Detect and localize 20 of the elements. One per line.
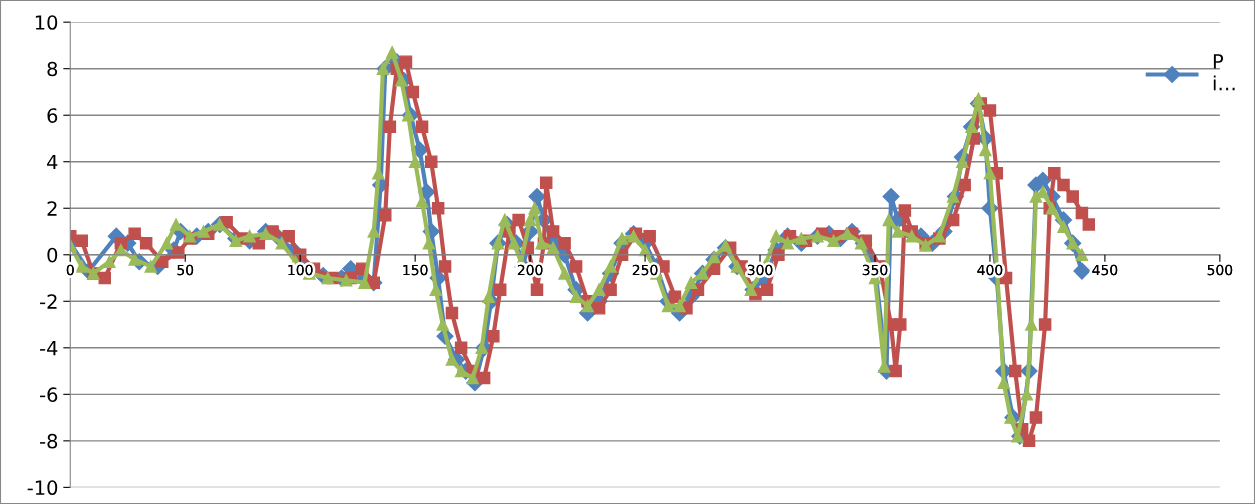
x-tick-label: 100 xyxy=(288,264,313,276)
y-tick-label: -6 xyxy=(40,387,58,402)
y-tick-label: -2 xyxy=(40,294,57,309)
x-tick-label: 0 xyxy=(66,264,74,276)
y-tick-label: 4 xyxy=(47,154,58,170)
y-tick-label: 0 xyxy=(47,247,58,263)
x-tick-label: 350 xyxy=(862,264,888,276)
y-tick-label: 10 xyxy=(35,15,58,30)
legend-label: P i… xyxy=(1213,54,1235,91)
x-tick-label: 200 xyxy=(517,264,543,276)
x-tick-label: 50 xyxy=(177,264,194,276)
y-tick-label: 8 xyxy=(47,61,58,77)
y-tick-label: 2 xyxy=(47,201,57,216)
y-tick-label: 6 xyxy=(47,108,58,123)
x-tick-label: 500 xyxy=(1207,264,1233,276)
y-tick-label: -4 xyxy=(40,341,58,356)
x-tick-label: 150 xyxy=(403,264,428,276)
y-tick-label: -8 xyxy=(40,433,58,449)
y-tick-label: -10 xyxy=(27,480,58,496)
x-tick-label: 450 xyxy=(1092,264,1118,276)
